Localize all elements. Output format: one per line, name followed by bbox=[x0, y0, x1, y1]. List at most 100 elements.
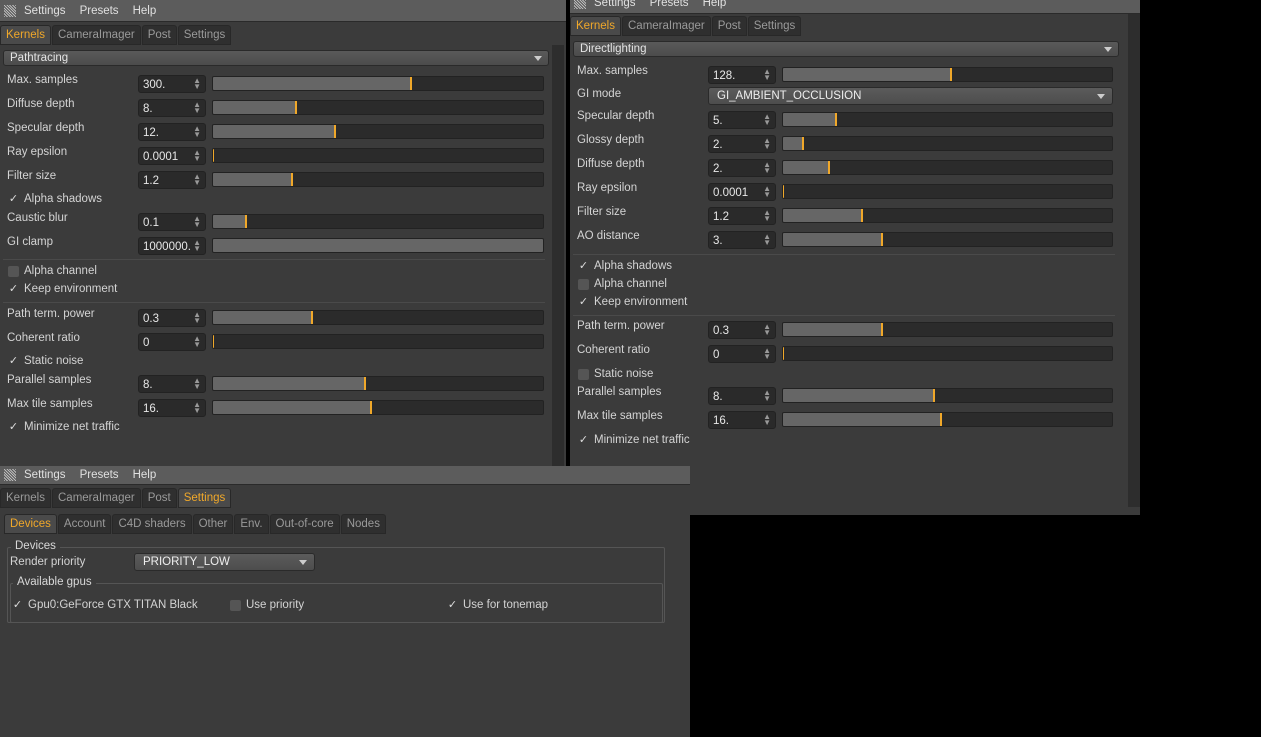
tab-settings[interactable]: Settings bbox=[177, 488, 232, 508]
tab-cameraimager[interactable]: CameraImager bbox=[52, 25, 141, 45]
menu-help[interactable]: Help bbox=[132, 4, 157, 17]
keep-environment-checkbox[interactable]: ✓ Keep environment bbox=[8, 283, 117, 295]
glossy-depth-slider[interactable] bbox=[782, 136, 1113, 151]
coherent-ratio-field[interactable]: 0 ▲ ▼ bbox=[708, 345, 776, 363]
diffuse-depth-field[interactable]: 8. ▲ ▼ bbox=[138, 99, 206, 117]
grip-icon[interactable] bbox=[4, 469, 16, 481]
menu-presets[interactable]: Presets bbox=[79, 469, 119, 481]
coherent-ratio-slider[interactable] bbox=[782, 346, 1113, 361]
tab-post[interactable]: Post bbox=[141, 25, 177, 45]
coherent-ratio-field[interactable]: 0 ▲ ▼ bbox=[138, 333, 206, 351]
parallel-samples-field[interactable]: 8. ▲ ▼ bbox=[708, 387, 776, 405]
stepper-arrows-icon[interactable]: ▲ ▼ bbox=[763, 208, 771, 223]
gi-clamp-field[interactable]: 1000000. ▲ ▼ bbox=[138, 237, 206, 255]
menu-settings[interactable]: Settings bbox=[24, 4, 66, 17]
static-noise-checkbox[interactable]: ✓ Static noise bbox=[8, 355, 84, 367]
path-term-power-slider[interactable] bbox=[782, 322, 1113, 337]
stepper-arrows-icon[interactable]: ▲ ▼ bbox=[193, 124, 201, 139]
stepper-arrows-icon[interactable]: ▲ ▼ bbox=[193, 214, 201, 229]
menu-help[interactable]: Help bbox=[132, 469, 157, 481]
stepper-arrows-icon[interactable]: ▲ ▼ bbox=[763, 67, 771, 82]
scrollbar[interactable] bbox=[1128, 14, 1140, 507]
minimize-net-traffic-checkbox[interactable]: ✓ Minimize net traffic bbox=[8, 421, 120, 433]
stepper-arrows-icon[interactable]: ▲ ▼ bbox=[763, 346, 771, 361]
max-tile-samples-field[interactable]: 16. ▲ ▼ bbox=[708, 411, 776, 429]
ao-distance-field[interactable]: 3. ▲ ▼ bbox=[708, 231, 776, 249]
tab-settings[interactable]: Settings bbox=[177, 25, 232, 45]
max-samples-field[interactable]: 300. ▲ ▼ bbox=[138, 75, 206, 93]
stepper-arrows-icon[interactable]: ▲ ▼ bbox=[763, 160, 771, 175]
tab-kernels[interactable]: Kernels bbox=[570, 16, 621, 36]
tab-kernels[interactable]: Kernels bbox=[0, 25, 51, 45]
max-tile-samples-slider[interactable] bbox=[212, 400, 544, 415]
subtab-account[interactable]: Account bbox=[57, 514, 112, 534]
slider-handle[interactable] bbox=[291, 173, 294, 186]
slider-handle[interactable] bbox=[880, 323, 883, 336]
slider-handle[interactable] bbox=[880, 233, 883, 246]
grip-icon[interactable] bbox=[4, 4, 16, 17]
use-for-tonemap-checkbox[interactable]: ✓ Use for tonemap bbox=[447, 599, 548, 611]
slider-handle[interactable] bbox=[949, 68, 952, 81]
ray-epsilon-field[interactable]: 0.0001 ▲ ▼ bbox=[708, 183, 776, 201]
menu-settings[interactable]: Settings bbox=[24, 469, 66, 481]
stepper-arrows-icon[interactable]: ▲ ▼ bbox=[763, 322, 771, 337]
tab-post[interactable]: Post bbox=[711, 16, 747, 36]
menu-help[interactable]: Help bbox=[702, 0, 727, 9]
diffuse-depth-slider[interactable] bbox=[782, 160, 1113, 175]
stepper-arrows-icon[interactable]: ▲ ▼ bbox=[763, 388, 771, 403]
alpha-channel-checkbox[interactable]: Alpha channel bbox=[8, 265, 97, 277]
slider-handle[interactable] bbox=[311, 311, 313, 324]
coherent-ratio-slider[interactable] bbox=[212, 334, 544, 349]
minimize-net-traffic-checkbox[interactable]: ✓ Minimize net traffic bbox=[578, 434, 690, 446]
stepper-arrows-icon[interactable]: ▲ ▼ bbox=[193, 172, 201, 187]
stepper-arrows-icon[interactable]: ▲ ▼ bbox=[193, 100, 201, 115]
slider-handle[interactable] bbox=[801, 137, 804, 150]
slider-handle[interactable] bbox=[410, 77, 412, 90]
stepper-arrows-icon[interactable]: ▲ ▼ bbox=[193, 238, 201, 253]
tab-settings[interactable]: Settings bbox=[747, 16, 802, 36]
stepper-arrows-icon[interactable]: ▲ ▼ bbox=[193, 376, 201, 391]
stepper-arrows-icon[interactable]: ▲ ▼ bbox=[193, 310, 201, 325]
use-priority-checkbox[interactable]: Use priority bbox=[230, 599, 304, 611]
parallel-samples-slider[interactable] bbox=[782, 388, 1113, 403]
render-priority-select[interactable]: PRIORITY_LOW bbox=[134, 553, 315, 571]
slider-handle[interactable] bbox=[783, 347, 784, 360]
slider-handle[interactable] bbox=[783, 185, 784, 198]
menu-settings[interactable]: Settings bbox=[594, 0, 636, 9]
parallel-samples-slider[interactable] bbox=[212, 376, 544, 391]
specular-depth-field[interactable]: 5. ▲ ▼ bbox=[708, 111, 776, 129]
slider-handle[interactable] bbox=[834, 113, 837, 126]
slider-handle[interactable] bbox=[933, 389, 936, 402]
tab-post[interactable]: Post bbox=[141, 488, 177, 508]
stepper-arrows-icon[interactable]: ▲ ▼ bbox=[763, 232, 771, 247]
ray-epsilon-slider[interactable] bbox=[782, 184, 1113, 199]
static-noise-checkbox[interactable]: Static noise bbox=[578, 368, 653, 380]
kernel-type-dropdown[interactable]: Pathtracing bbox=[3, 50, 549, 66]
stepper-arrows-icon[interactable]: ▲ ▼ bbox=[193, 76, 201, 91]
path-term-power-slider[interactable] bbox=[212, 310, 544, 325]
specular-depth-slider[interactable] bbox=[212, 124, 544, 139]
menu-presets[interactable]: Presets bbox=[649, 0, 689, 9]
alpha-shadows-checkbox[interactable]: ✓ Alpha shadows bbox=[578, 260, 672, 272]
scrollbar[interactable] bbox=[552, 45, 564, 468]
max-samples-slider[interactable] bbox=[782, 67, 1113, 82]
alpha-shadows-checkbox[interactable]: ✓ Alpha shadows bbox=[8, 193, 102, 205]
slider-handle[interactable] bbox=[370, 401, 373, 414]
subtab-out-of-core[interactable]: Out-of-core bbox=[269, 514, 340, 534]
caustic-blur-field[interactable]: 0.1 ▲ ▼ bbox=[138, 213, 206, 231]
specular-depth-slider[interactable] bbox=[782, 112, 1113, 127]
keep-environment-checkbox[interactable]: ✓ Keep environment bbox=[578, 296, 687, 308]
stepper-arrows-icon[interactable]: ▲ ▼ bbox=[193, 400, 201, 415]
grip-icon[interactable] bbox=[574, 0, 586, 9]
max-samples-field[interactable]: 128. ▲ ▼ bbox=[708, 66, 776, 84]
tab-cameraimager[interactable]: CameraImager bbox=[622, 16, 711, 36]
stepper-arrows-icon[interactable]: ▲ ▼ bbox=[763, 136, 771, 151]
gpu-enable-checkbox[interactable]: ✓ Gpu0:GeForce GTX TITAN Black bbox=[12, 599, 198, 611]
filter-size-slider[interactable] bbox=[782, 208, 1113, 223]
glossy-depth-field[interactable]: 2. ▲ ▼ bbox=[708, 135, 776, 153]
ao-distance-slider[interactable] bbox=[782, 232, 1113, 247]
filter-size-field[interactable]: 1.2 ▲ ▼ bbox=[708, 207, 776, 225]
slider-handle[interactable] bbox=[860, 209, 863, 222]
subtab-env[interactable]: Env. bbox=[234, 514, 269, 534]
subtab-nodes[interactable]: Nodes bbox=[340, 514, 386, 534]
